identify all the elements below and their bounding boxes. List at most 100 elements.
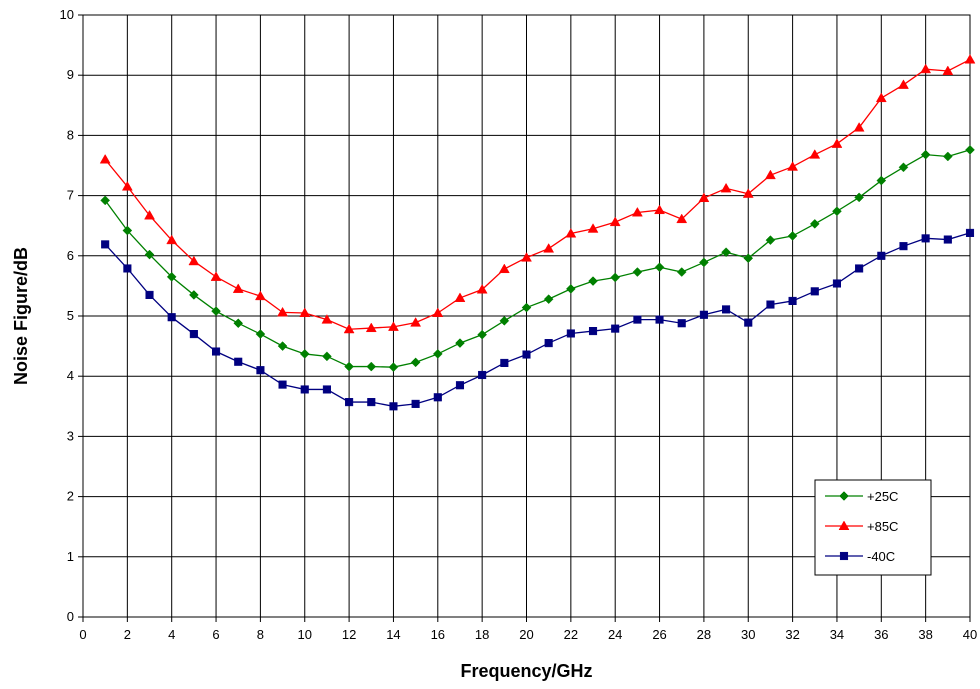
x-tick-label: 34 — [830, 627, 844, 642]
x-tick-label: 16 — [431, 627, 445, 642]
data-point — [389, 402, 398, 411]
data-point — [698, 192, 710, 203]
data-point — [210, 271, 222, 281]
data-point — [145, 290, 154, 299]
data-point — [101, 240, 110, 249]
y-tick-label: 0 — [67, 609, 74, 624]
data-point — [343, 323, 355, 334]
data-point — [609, 216, 621, 227]
data-point — [189, 290, 199, 300]
legend-item: -40C — [825, 549, 895, 564]
data-point — [720, 182, 732, 193]
data-point — [765, 235, 776, 246]
data-point — [366, 361, 377, 372]
data-point — [699, 257, 709, 268]
data-point — [744, 318, 753, 327]
data-point — [588, 327, 598, 336]
data-point — [655, 315, 664, 324]
legend-marker — [839, 551, 849, 561]
data-point — [432, 349, 443, 359]
y-tick-label: 3 — [67, 428, 74, 443]
data-point — [676, 267, 687, 277]
data-point — [787, 231, 798, 241]
data-point — [188, 255, 200, 266]
legend-marker — [839, 491, 849, 501]
series-line — [104, 149, 971, 368]
data-point — [965, 228, 975, 237]
x-tick-label: 10 — [298, 627, 312, 642]
x-tick-label: 12 — [342, 627, 356, 642]
data-point — [388, 362, 399, 373]
data-point — [233, 318, 244, 329]
data-point — [654, 262, 665, 273]
data-point — [677, 319, 686, 328]
x-tick-label: 30 — [741, 627, 755, 642]
data-point — [144, 209, 155, 220]
x-tick-label: 2 — [124, 627, 131, 642]
data-point — [921, 234, 930, 243]
legend-label: +25C — [867, 489, 898, 504]
data-point — [587, 223, 599, 233]
data-point — [787, 161, 799, 171]
data-point — [565, 228, 577, 238]
data-point — [920, 63, 932, 74]
data-point — [322, 385, 331, 394]
y-tick-label: 4 — [67, 368, 74, 383]
data-point — [344, 361, 354, 372]
data-point — [632, 267, 643, 277]
data-point — [254, 290, 266, 301]
data-point — [543, 294, 554, 304]
data-point — [166, 272, 177, 282]
data-point — [543, 243, 555, 253]
x-tick-label: 18 — [475, 627, 489, 642]
x-tick-label: 4 — [168, 627, 175, 642]
data-point — [189, 330, 198, 339]
y-axis-ticks: 0 1 2 3 4 5 6 7 8 9 10 — [60, 7, 83, 624]
data-point — [410, 357, 421, 368]
y-tick-label: 6 — [67, 248, 74, 263]
data-point — [810, 287, 819, 296]
x-tick-label: 0 — [79, 627, 86, 642]
legend-label: +85C — [867, 519, 898, 534]
data-point — [965, 144, 975, 155]
data-point — [411, 399, 420, 408]
data-point — [565, 284, 576, 294]
data-point — [322, 351, 332, 362]
y-tick-label: 7 — [67, 188, 74, 203]
data-point — [121, 181, 133, 191]
data-point — [721, 247, 731, 258]
data-point — [853, 122, 865, 132]
data-point — [831, 138, 843, 148]
series-layer — [99, 54, 976, 411]
data-point — [122, 225, 133, 236]
data-point — [255, 329, 266, 339]
data-point — [722, 305, 731, 314]
legend-marker — [838, 520, 850, 530]
x-axis-title: Frequency/GHz — [460, 661, 592, 681]
series-1 — [99, 54, 976, 334]
data-point — [942, 65, 954, 75]
data-point — [742, 188, 754, 198]
x-tick-label: 24 — [608, 627, 622, 642]
data-point — [588, 276, 598, 286]
data-point — [277, 341, 288, 351]
data-point — [522, 350, 531, 359]
data-point — [477, 329, 488, 340]
data-point — [964, 54, 976, 64]
data-point — [99, 153, 111, 164]
y-tick-label: 2 — [67, 489, 74, 504]
data-point — [832, 279, 842, 288]
y-tick-label: 5 — [67, 308, 74, 323]
data-point — [566, 329, 575, 338]
series-line — [104, 58, 971, 330]
data-point — [388, 321, 399, 331]
x-tick-label: 20 — [519, 627, 533, 642]
data-point — [699, 310, 708, 319]
data-point — [899, 242, 908, 251]
data-point — [544, 339, 553, 348]
data-point — [277, 306, 289, 317]
data-point — [764, 169, 776, 180]
y-tick-label: 10 — [60, 7, 74, 22]
data-point — [498, 263, 510, 274]
data-point — [478, 370, 487, 380]
